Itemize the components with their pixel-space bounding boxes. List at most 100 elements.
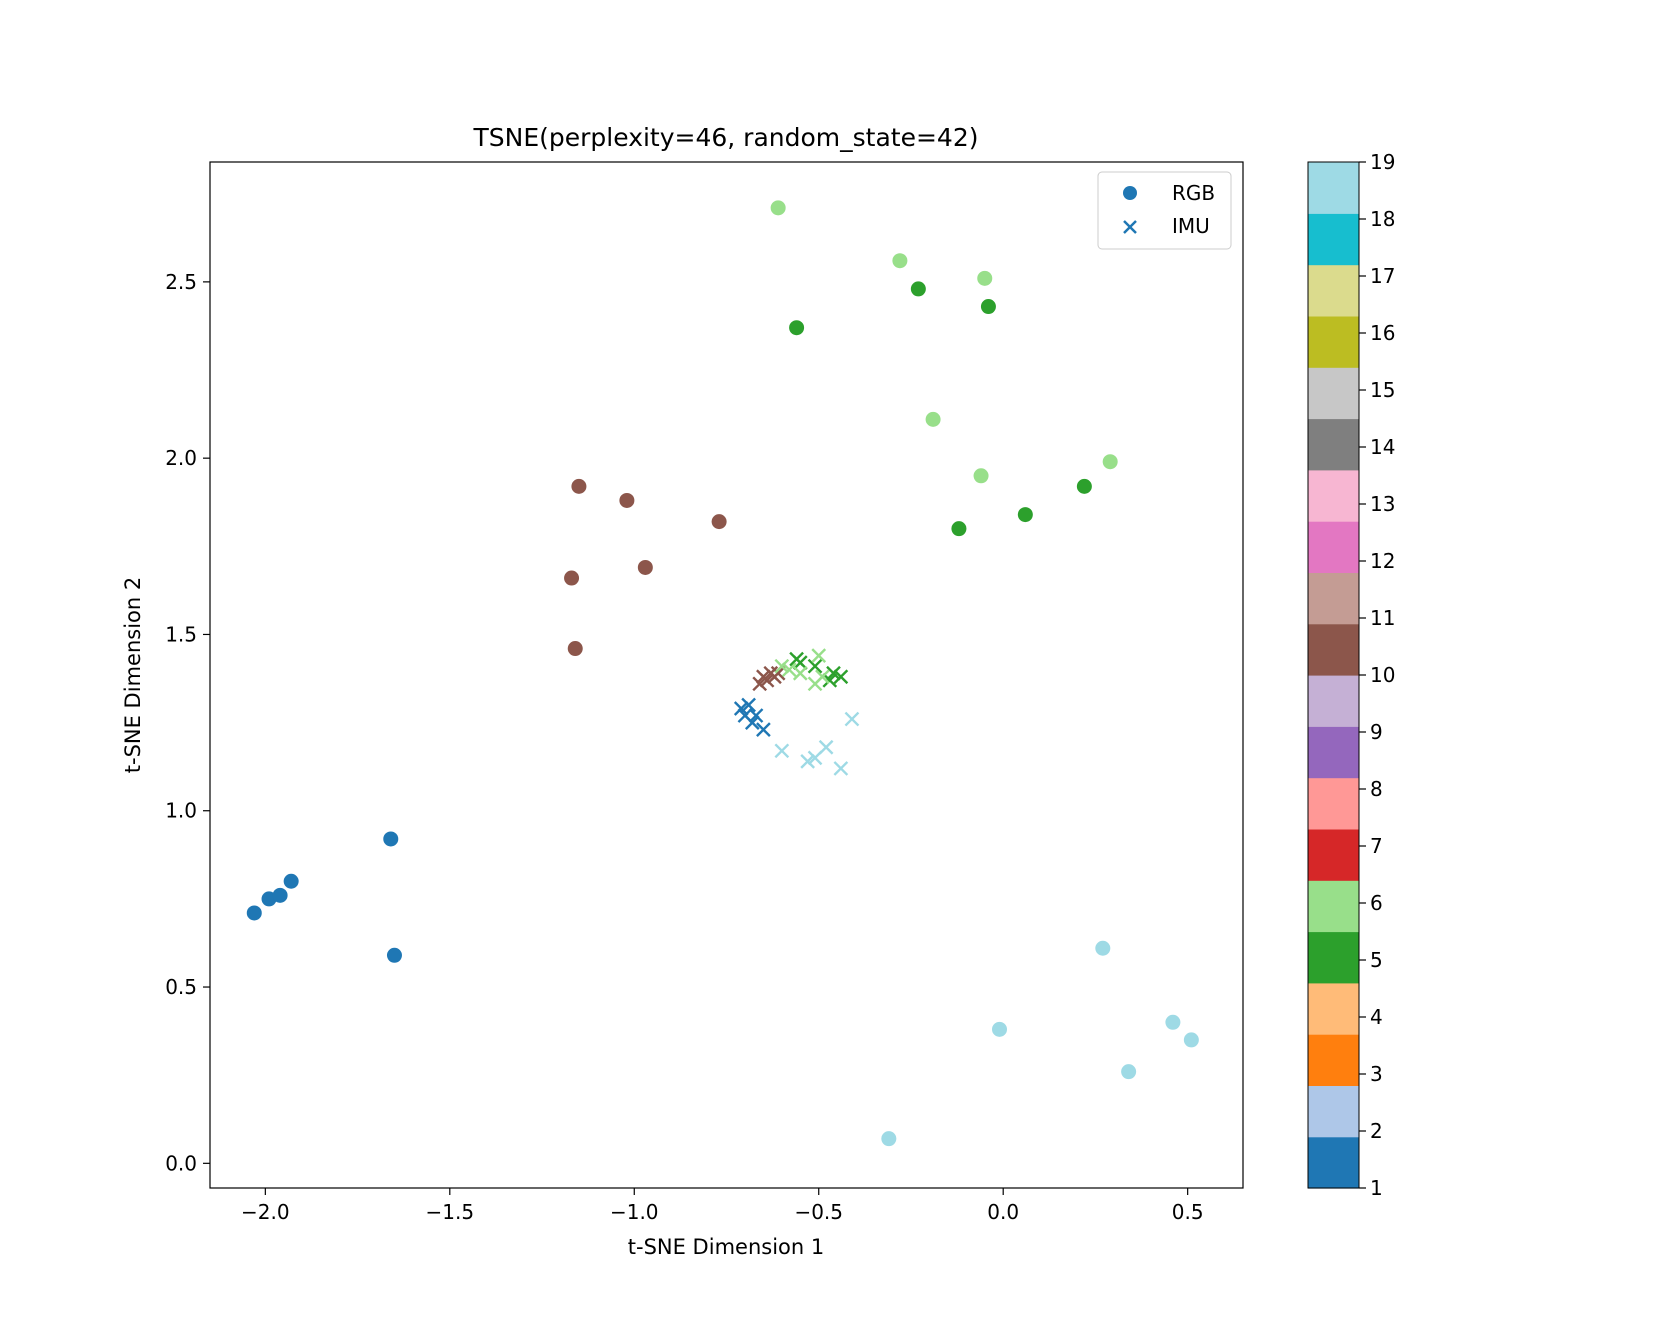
colorbar-segment [1308, 367, 1359, 420]
y-axis-ticks: 0.0 0.5 1.0 1.5 2.0 2.5 [165, 270, 210, 1175]
imu-point [756, 722, 771, 737]
rgb-point [619, 492, 635, 508]
rgb-point [637, 559, 653, 575]
colorbar-tick-label: 13 [1370, 492, 1395, 516]
colorbar-tick-label: 1 [1370, 1176, 1383, 1200]
x-tick-label: 0.5 [1172, 1200, 1204, 1224]
colorbar-tick-label: 4 [1370, 1005, 1383, 1029]
colorbar-segment [1308, 931, 1359, 984]
rgb-point [571, 478, 587, 494]
rgb-point [770, 200, 786, 216]
imu-point [781, 662, 797, 678]
rgb-point [283, 873, 299, 889]
colorbar-tick-label: 2 [1370, 1119, 1383, 1143]
imu-point [774, 743, 790, 759]
x-tick-label: −2.0 [241, 1200, 290, 1224]
imu-point [748, 708, 764, 723]
colorbar-segment [1308, 418, 1359, 471]
rgb-point [892, 253, 908, 269]
imu-point [774, 658, 790, 674]
colorbar-tick-label: 7 [1370, 834, 1383, 858]
y-tick-label: 1.5 [165, 622, 197, 646]
rgb-point [1102, 454, 1118, 470]
legend-marker-x-icon [1123, 220, 1137, 234]
imu-point [833, 669, 849, 685]
imu-point [800, 754, 816, 769]
colorbar-tick-label: 15 [1370, 378, 1395, 402]
colorbar-segment [1308, 572, 1359, 625]
colorbar-tick-label: 19 [1370, 150, 1395, 174]
imu-point [811, 648, 827, 663]
rgb-point [1095, 940, 1111, 956]
x-axis-ticks: −2.0 −1.5 −1.0 −0.5 0.0 0.5 [241, 1188, 1204, 1224]
colorbar-tick-label: 16 [1370, 321, 1395, 345]
colorbar-segment [1308, 469, 1359, 522]
x-tick-label: −1.0 [610, 1200, 659, 1224]
rgb-point [881, 1131, 897, 1147]
colorbar-segment [1308, 162, 1359, 214]
rgb-point [383, 831, 399, 847]
colorbar-segment [1308, 264, 1359, 317]
y-tick-label: 0.0 [165, 1151, 197, 1175]
y-axis-label: t-SNE Dimension 2 [121, 577, 145, 773]
rgb-point [1121, 1064, 1137, 1080]
imu-point [826, 665, 841, 681]
colorbar-segment [1308, 1085, 1359, 1138]
imu-point [822, 672, 838, 688]
colorbar-tick-label: 12 [1370, 549, 1395, 573]
x-tick-label: −0.5 [794, 1200, 843, 1224]
imu-point [815, 669, 830, 685]
rgb-point [1076, 478, 1092, 494]
colorbar-tick-label: 9 [1370, 720, 1383, 744]
rgb-point [567, 641, 583, 657]
rgb-point [272, 887, 288, 903]
colorbar-segment [1308, 623, 1359, 676]
colorbar-tick-label: 18 [1370, 207, 1395, 231]
rgb-point [1183, 1032, 1199, 1048]
colorbar-tick-label: 11 [1370, 606, 1395, 630]
legend-label-rgb: RGB [1172, 181, 1215, 205]
x-tick-label: 0.0 [987, 1200, 1019, 1224]
legend: RGB IMU [1097, 171, 1232, 250]
colorbar-tick-label: 17 [1370, 264, 1395, 288]
plot-frame [209, 161, 1244, 1189]
colorbar-segment [1308, 315, 1359, 368]
x-axis-label: t-SNE Dimension 1 [628, 1235, 824, 1259]
colorbar-segment [1308, 880, 1359, 933]
rgb-point [1165, 1014, 1181, 1030]
imu-point [759, 672, 775, 688]
imu-point [792, 655, 808, 671]
colorbar-segment [1308, 828, 1359, 881]
colorbar-segment [1308, 777, 1359, 830]
rgb-point [973, 468, 989, 484]
colorbar-tick-label: 10 [1370, 663, 1395, 687]
colorbar [1308, 162, 1359, 1189]
rgb-point [925, 411, 941, 427]
legend-marker-circle-icon [1123, 186, 1137, 200]
imu-point [807, 658, 823, 674]
chart-title: TSNE(perplexity=46, random_state=42) [473, 123, 979, 152]
rgb-point [789, 320, 805, 336]
imu-point [844, 711, 860, 727]
y-tick-label: 1.0 [165, 799, 197, 823]
rgb-point [992, 1021, 1008, 1037]
scatter-points [246, 200, 1199, 1147]
rgb-point [977, 270, 993, 286]
rgb-point [1017, 507, 1033, 523]
colorbar-tick-label: 8 [1370, 777, 1383, 801]
y-tick-label: 2.0 [165, 446, 197, 470]
rgb-point [910, 281, 926, 297]
y-tick-label: 2.5 [165, 270, 197, 294]
colorbar-tick-label: 14 [1370, 435, 1395, 459]
imu-point [744, 715, 760, 730]
imu-point [741, 697, 756, 713]
colorbar-segment [1308, 1034, 1359, 1086]
imu-point [733, 701, 749, 716]
rgb-point [386, 947, 402, 963]
rgb-point [951, 521, 967, 537]
colorbar-tick-label: 5 [1370, 948, 1383, 972]
y-tick-label: 0.5 [165, 975, 197, 999]
colorbar-segment [1308, 675, 1359, 727]
